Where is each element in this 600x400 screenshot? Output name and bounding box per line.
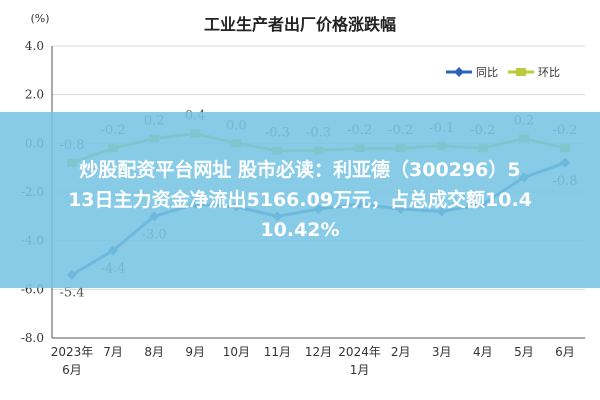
x-tick-label: 5月 [514, 345, 534, 359]
legend-label: 环比 [538, 66, 560, 79]
legend-label: 同比 [476, 66, 498, 79]
x-tick-label: 4月 [473, 345, 493, 359]
x-tick-label: 6月 [62, 363, 82, 377]
legend-marker [516, 68, 526, 76]
x-tick-label: 3月 [432, 345, 452, 359]
x-tick-label: 12月 [305, 345, 332, 359]
legend-marker [454, 67, 464, 77]
x-tick-label: 2023年 [51, 345, 94, 359]
x-tick-label: 1月 [350, 363, 370, 377]
x-tick-label: 7月 [103, 345, 123, 359]
x-tick-label: 2月 [391, 345, 411, 359]
data-label: -5.4 [59, 286, 84, 301]
news-overlay-banner: 炒股配资平台网址 股市必读：利亚德（300296）5 13日主力资金净流出516… [0, 112, 600, 288]
y-tick-label: -8.0 [21, 331, 44, 345]
overlay-line-1: 炒股配资平台网址 股市必读：利亚德（300296）5 [79, 159, 521, 181]
x-tick-label: 10月 [223, 345, 250, 359]
x-tick-label: 2024年 [338, 345, 381, 359]
unit-label: (%) [30, 12, 49, 25]
x-tick-label: 8月 [144, 345, 164, 359]
y-tick-label: 2.0 [25, 88, 44, 102]
x-tick-label: 11月 [264, 345, 291, 359]
x-tick-label: 9月 [185, 345, 205, 359]
x-tick-label: 6月 [555, 345, 575, 359]
chart-title: 工业生产者出厂价格涨跌幅 [204, 15, 396, 34]
overlay-line-3: 10.42% [260, 219, 340, 241]
y-tick-label: 4.0 [25, 39, 44, 53]
overlay-line-2: 13日主力资金净流出5166.09万元，占总成交额10.4 [68, 189, 532, 211]
